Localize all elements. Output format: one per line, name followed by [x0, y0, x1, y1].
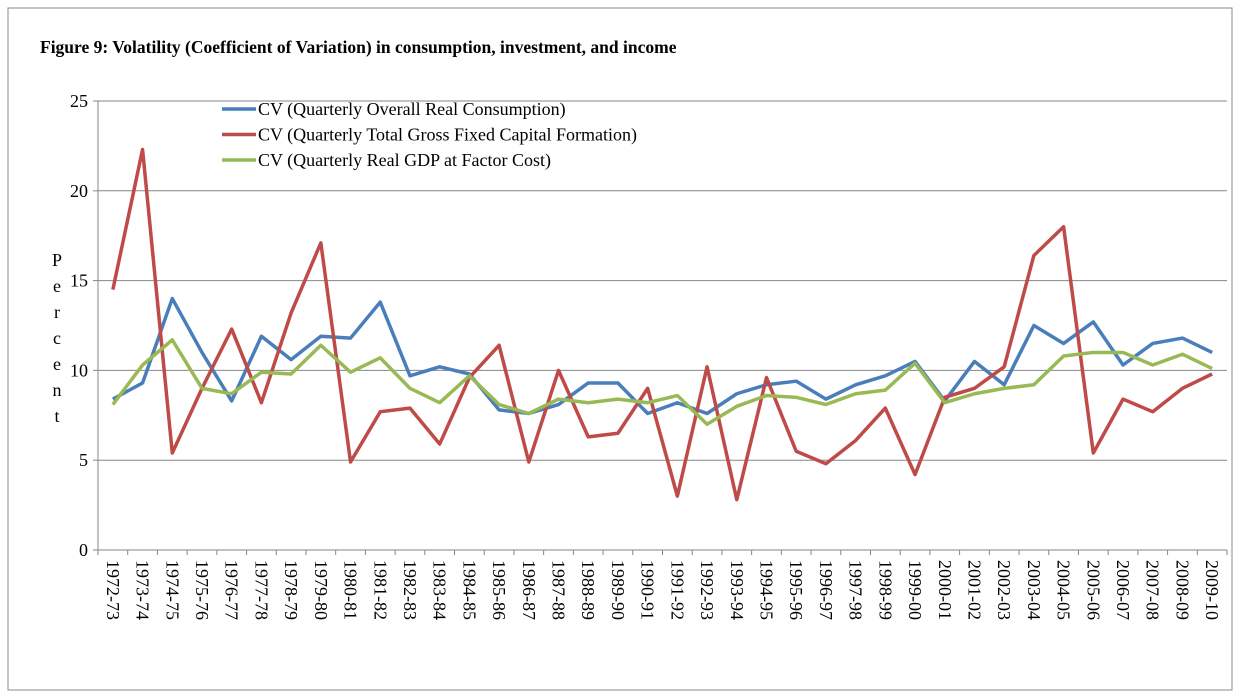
x-tick-label: 1974-75 — [162, 560, 182, 620]
series-line — [111, 338, 1213, 427]
x-tick-label: 1990-91 — [638, 560, 658, 620]
x-tick-label: 1985-86 — [489, 560, 509, 620]
x-tick-label: 1994-95 — [756, 560, 776, 620]
x-tick-label: 2009-10 — [1202, 560, 1222, 620]
y-tick-label: 25 — [70, 91, 88, 111]
x-tick-label: 1986-87 — [519, 560, 539, 620]
x-tick-label: 2001-02 — [964, 560, 984, 620]
x-tick-label: 1977-78 — [251, 560, 271, 620]
x-tick-label: 2004-05 — [1054, 560, 1074, 620]
x-tick-label: 1979-80 — [311, 560, 331, 620]
x-tick-label: 2002-03 — [994, 560, 1014, 620]
x-tick-label: 1993-94 — [727, 560, 747, 620]
y-tick-label: 15 — [70, 271, 88, 291]
x-tick-label: 1991-92 — [667, 560, 687, 620]
x-tick-label: 2000-01 — [935, 560, 955, 620]
y-tick-label: 5 — [79, 450, 88, 470]
x-tick-label: 1980-81 — [341, 560, 361, 620]
x-tick-label: 1998-99 — [875, 560, 895, 620]
x-tick-label: 1973-74 — [133, 560, 153, 620]
x-tick-label: 1981-82 — [370, 560, 390, 620]
x-tick-label: 2008-09 — [1172, 560, 1192, 620]
chart-border — [7, 7, 1233, 691]
x-tick-label: 1976-77 — [222, 560, 242, 620]
x-tick-label: 1982-83 — [400, 560, 420, 620]
x-tick-label: 2007-08 — [1143, 560, 1163, 620]
x-tick-label: 1978-79 — [281, 560, 301, 620]
chart-title: Figure 9: Volatility (Coefficient of Var… — [40, 37, 677, 57]
y-tick-label: 10 — [70, 360, 88, 380]
x-tick-label: 1987-88 — [549, 560, 569, 620]
x-tick-label: 1984-85 — [459, 560, 479, 620]
y-tick-label: 20 — [70, 181, 88, 201]
legend-label: CV (Quarterly Total Gross Fixed Capital … — [258, 125, 637, 146]
series-line — [112, 296, 1213, 416]
legend-label: CV (Quarterly Overall Real Consumption) — [258, 99, 566, 120]
x-tick-label: 1992-93 — [697, 560, 717, 620]
x-tick-label: 1997-98 — [846, 560, 866, 620]
x-tick-label: 1999-00 — [905, 560, 925, 620]
x-tick-label: 2003-04 — [1024, 560, 1044, 620]
x-tick-label: 1988-89 — [578, 560, 598, 620]
x-tick-label: 1975-76 — [192, 560, 212, 620]
x-tick-label: 2005-06 — [1083, 560, 1103, 620]
x-tick-label: 1989-90 — [608, 560, 628, 620]
legend-label: CV (Quarterly Real GDP at Factor Cost) — [258, 150, 551, 171]
x-tick-label: 1972-73 — [103, 560, 123, 620]
x-tick-label: 1995-96 — [786, 560, 806, 620]
series-line — [111, 147, 1213, 502]
y-tick-label: 0 — [79, 540, 88, 560]
x-tick-label: 1983-84 — [430, 560, 450, 620]
x-tick-label: 1996-97 — [816, 560, 836, 620]
y-axis-label: Percent — [47, 250, 67, 432]
x-tick-label: 2006-07 — [1113, 560, 1133, 620]
